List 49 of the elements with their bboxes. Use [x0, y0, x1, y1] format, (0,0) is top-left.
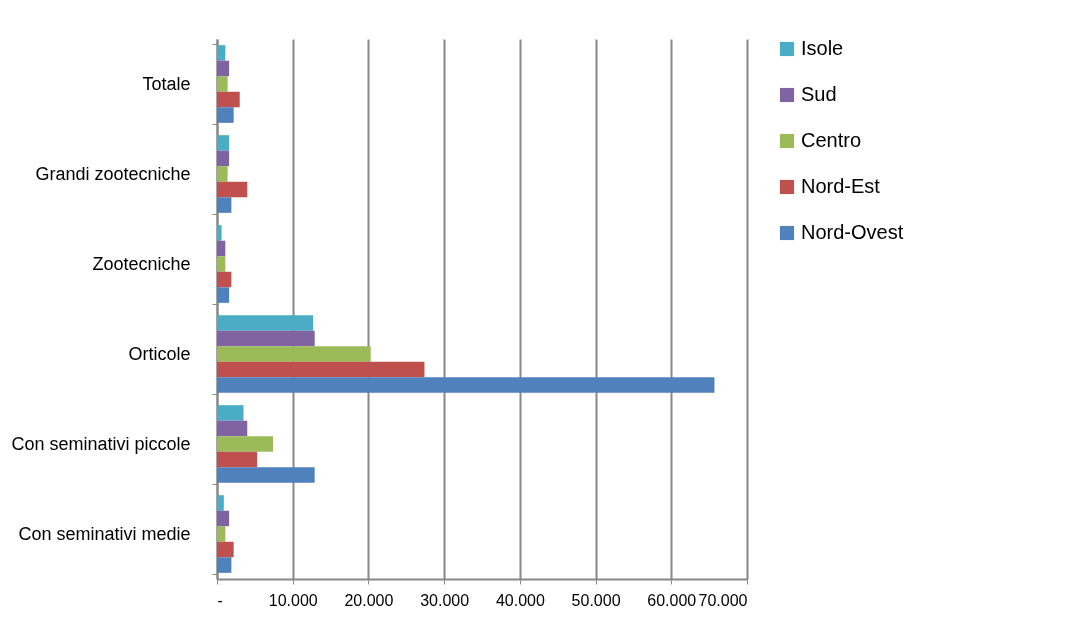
bar [217, 76, 228, 92]
bar [217, 557, 232, 573]
bar [217, 346, 371, 362]
x-tick-label: 10.000 [268, 591, 318, 609]
x-tick-label: 70.000 [698, 591, 748, 609]
bar [217, 197, 232, 213]
bar [217, 240, 226, 257]
x-tick-label: 30.000 [420, 591, 470, 609]
bar [217, 181, 248, 198]
bar [217, 287, 230, 303]
legend-label: Nord-Ovest [801, 221, 904, 243]
y-tick-label: Totale [142, 73, 191, 94]
y-tick-label: Con seminativi piccole [11, 433, 191, 454]
bar [217, 420, 248, 437]
x-tick-label: 50.000 [571, 591, 621, 609]
y-tick-label: Orticole [128, 343, 191, 364]
bar [217, 60, 230, 77]
legend-label: Sud [801, 83, 837, 105]
bar [217, 91, 240, 108]
bar [217, 436, 274, 452]
legend-label: Nord-Est [801, 175, 881, 197]
bar [217, 256, 226, 272]
x-tick-label: 60.000 [647, 591, 697, 609]
bar [217, 315, 314, 331]
x-tick-label: - [217, 591, 223, 609]
x-tick-label: 40.000 [495, 591, 545, 609]
legend-label: Centro [801, 129, 862, 151]
bar [217, 45, 226, 61]
bar [217, 541, 234, 558]
bar [217, 225, 222, 241]
bar [217, 271, 232, 288]
y-tick-label: Con seminativi medie [18, 523, 191, 544]
bar [217, 377, 715, 393]
bar [217, 361, 425, 378]
bar [217, 166, 228, 182]
bar [217, 107, 234, 123]
y-tick-label: Grandi zootecniche [35, 163, 191, 184]
bar [217, 526, 226, 542]
bar [217, 135, 230, 151]
x-tick-label: 20.000 [344, 591, 394, 609]
bar [217, 451, 258, 468]
bar [217, 467, 315, 483]
bar [217, 405, 244, 421]
bar [217, 510, 230, 527]
bar [217, 330, 315, 347]
legend-label: Isole [801, 37, 844, 59]
bar [217, 495, 224, 511]
bar [217, 150, 230, 167]
y-tick-label: Zootecniche [92, 253, 191, 274]
